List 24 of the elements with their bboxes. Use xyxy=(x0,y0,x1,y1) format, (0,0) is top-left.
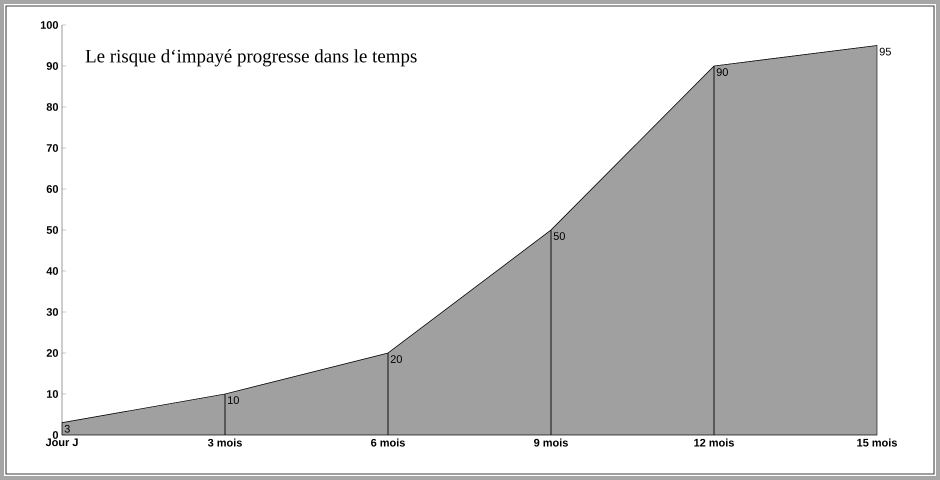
y-tick-label: 70 xyxy=(46,144,58,152)
y-tick-label: 20 xyxy=(46,349,58,357)
x-tick-label: 6 mois xyxy=(371,438,405,447)
data-label: 95 xyxy=(880,48,891,56)
data-label: 20 xyxy=(390,355,402,363)
y-tick-label: 50 xyxy=(46,226,58,234)
x-tick-label: 9 mois xyxy=(534,438,568,447)
data-label: 90 xyxy=(716,68,728,76)
y-tick-label: 90 xyxy=(46,62,58,70)
y-tick-label: 80 xyxy=(46,103,58,111)
data-label: 3 xyxy=(64,424,70,433)
y-tick-label: 0 xyxy=(52,431,58,439)
y-tick-label: 60 xyxy=(46,185,58,193)
y-tick-label: 10 xyxy=(46,390,58,398)
x-tick-label: 12 mois xyxy=(694,438,734,447)
data-label: 50 xyxy=(554,232,565,240)
y-tick-label: 40 xyxy=(46,267,58,275)
x-tick-label: Jour J xyxy=(46,438,78,446)
y-tick-label: 100 xyxy=(40,21,58,29)
x-tick-label: 3 mois xyxy=(208,438,242,447)
data-label: 10 xyxy=(228,396,239,404)
y-tick-label: 30 xyxy=(46,308,58,316)
text: Le risque d‘impayé progresse dans le temps xyxy=(86,49,417,66)
x-tick-label: 15 mois xyxy=(857,438,897,447)
